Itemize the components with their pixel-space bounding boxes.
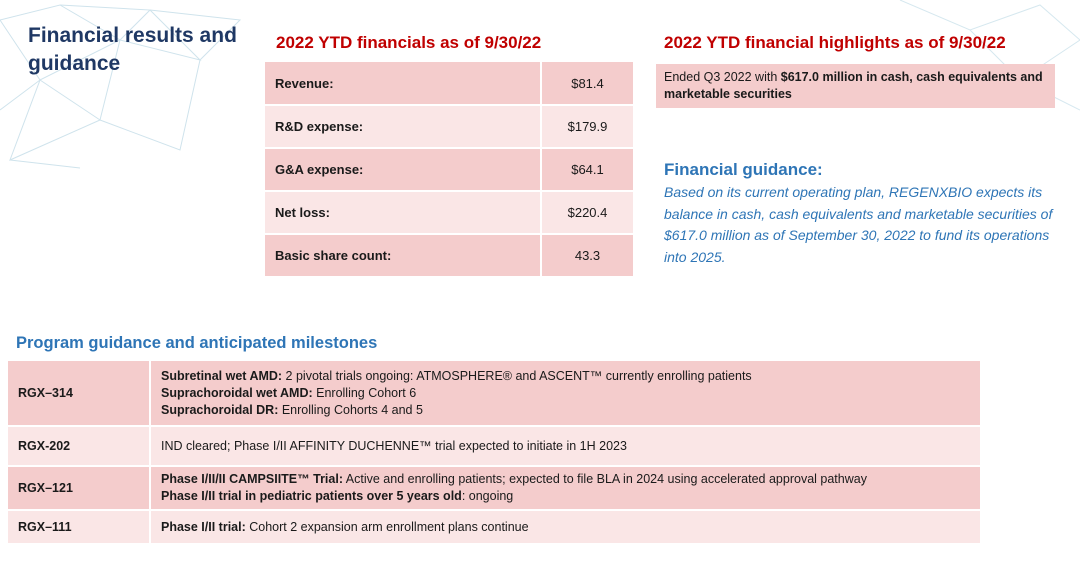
program-line: Suprachoroidal wet AMD: Enrolling Cohort… <box>161 385 970 402</box>
table-row: RGX–111 Phase I/II trial: Cohort 2 expan… <box>8 510 980 545</box>
program-line-text: Enrolling Cohorts 4 and 5 <box>278 402 423 417</box>
financials-heading: 2022 YTD financials as of 9/30/22 <box>276 33 542 52</box>
program-line: Phase I/II trial: Cohort 2 expansion arm… <box>161 519 970 536</box>
program-line-bold: Suprachoroidal wet AMD: <box>161 385 313 400</box>
financial-value: $64.1 <box>541 148 633 192</box>
program-description: IND cleared; Phase I/II AFFINITY DUCHENN… <box>150 426 980 467</box>
highlights-box: Ended Q3 2022 with $617.0 million in cas… <box>656 64 1055 108</box>
guidance-heading: Financial guidance: <box>664 160 823 179</box>
program-line-text: 2 pivotal trials ongoing: ATMOSPHERE® an… <box>282 368 752 383</box>
financial-value: $81.4 <box>541 62 633 106</box>
program-line: Phase I/II/II CAMPSIITE™ Trial: Active a… <box>161 471 970 488</box>
table-row: R&D expense: $179.9 <box>265 105 633 149</box>
program-id: RGX–121 <box>8 466 151 511</box>
program-id: RGX–111 <box>8 510 151 545</box>
table-row: G&A expense: $64.1 <box>265 148 633 192</box>
network-background-decoration <box>0 4 242 169</box>
table-row: RGX–121 Phase I/II/II CAMPSIITE™ Trial: … <box>8 466 980 511</box>
financials-table: Revenue: $81.4 R&D expense: $179.9 G&A e… <box>265 62 633 278</box>
program-line-text: Cohort 2 expansion arm enrollment plans … <box>245 519 529 534</box>
table-row: Basic share count: 43.3 <box>265 234 633 278</box>
program-line-bold: Phase I/II trial in pediatric patients o… <box>161 489 462 503</box>
financial-label: Basic share count: <box>265 234 542 278</box>
financial-value: 43.3 <box>541 234 633 278</box>
table-row: RGX-202 IND cleared; Phase I/II AFFINITY… <box>8 426 980 467</box>
program-line: Phase I/II trial in pediatric patients o… <box>161 488 970 505</box>
table-row: RGX–314 Subretinal wet AMD: 2 pivotal tr… <box>8 361 980 427</box>
financial-label: R&D expense: <box>265 105 542 149</box>
financial-label: Revenue: <box>265 62 542 106</box>
program-description: Phase I/II/II CAMPSIITE™ Trial: Active a… <box>150 466 980 511</box>
table-row: Revenue: $81.4 <box>265 62 633 106</box>
program-line-text: Enrolling Cohort 6 <box>312 385 417 400</box>
page-title: Financial results and guidance <box>28 24 237 75</box>
financial-label: Net loss: <box>265 191 542 235</box>
program-line-text: Active and enrolling patients; expected … <box>343 472 867 486</box>
table-row: Net loss: $220.4 <box>265 191 633 235</box>
programs-table: RGX–314 Subretinal wet AMD: 2 pivotal tr… <box>8 361 980 545</box>
program-line: IND cleared; Phase I/II AFFINITY DUCHENN… <box>161 438 970 455</box>
program-description: Subretinal wet AMD: 2 pivotal trials ong… <box>150 361 980 427</box>
program-line-text: : ongoing <box>461 489 514 503</box>
program-line-text: IND cleared; Phase I/II AFFINITY DUCHENN… <box>161 438 627 453</box>
financial-value: $179.9 <box>541 105 633 149</box>
program-id: RGX-202 <box>8 426 151 467</box>
highlights-text: Ended Q3 2022 with <box>664 70 781 84</box>
program-description: Phase I/II trial: Cohort 2 expansion arm… <box>150 510 980 545</box>
program-line-bold: Phase I/II/II CAMPSIITE™ Trial: <box>161 472 343 486</box>
guidance-body: Based on its current operating plan, REG… <box>664 184 1053 265</box>
program-id: RGX–314 <box>8 361 151 427</box>
financial-label: G&A expense: <box>265 148 542 192</box>
program-line-bold: Subretinal wet AMD: <box>161 368 283 383</box>
highlights-heading: 2022 YTD financial highlights as of 9/30… <box>664 33 1006 52</box>
program-line-bold: Suprachoroidal DR: <box>161 402 279 417</box>
financial-value: $220.4 <box>541 191 633 235</box>
program-line: Subretinal wet AMD: 2 pivotal trials ong… <box>161 368 970 385</box>
highlights-bold-text: $617.0 million in cash, cash equivalents… <box>664 70 1043 101</box>
program-line: Suprachoroidal DR: Enrolling Cohorts 4 a… <box>161 402 970 419</box>
programs-heading: Program guidance and anticipated milesto… <box>16 334 378 352</box>
program-line-bold: Phase I/II trial: <box>161 519 246 534</box>
